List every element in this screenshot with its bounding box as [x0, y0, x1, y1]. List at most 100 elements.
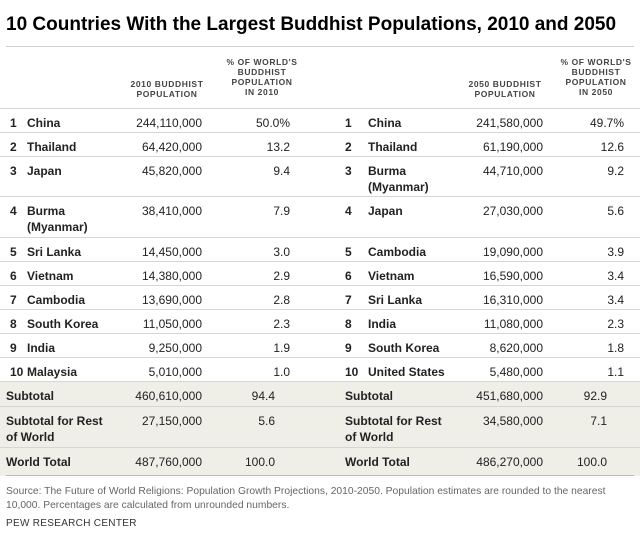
- country-2010-line: Burma: [27, 204, 66, 218]
- subtotal-population-2010: 487,760,000: [135, 455, 202, 469]
- country-2010: Cambodia: [27, 292, 85, 308]
- population-2010: 38,410,000: [141, 204, 202, 218]
- table-row: 7 Cambodia 13,690,000 2.8 7 Sri Lanka 16,310,0…: [0, 285, 640, 310]
- population-2050: 61,190,000: [482, 140, 543, 154]
- country-2010-line: (Myanmar): [27, 220, 88, 234]
- country-2050-line: Sri Lanka: [368, 293, 423, 307]
- header-line: BUDDHIST: [237, 67, 287, 77]
- subtotal-label-2050-line: of World: [345, 430, 394, 444]
- country-2010: Thailand: [27, 139, 76, 155]
- country-2050-line: Japan: [368, 204, 403, 218]
- subtotal-label-2050-line: Subtotal for Rest: [345, 414, 442, 428]
- share-2050: 12.6: [600, 140, 624, 154]
- country-2010: Sri Lanka: [27, 244, 81, 260]
- subtotal-label-2050-line: Subtotal: [345, 389, 393, 403]
- header-2010-share: % OF WORLD'S BUDDHIST POPULATION IN 2010: [222, 57, 302, 97]
- country-2050-line: Vietnam: [368, 269, 415, 283]
- country-2010-line: Japan: [27, 164, 62, 178]
- rank-2010: 1: [10, 116, 17, 130]
- country-2050: Burma (Myanmar): [368, 163, 429, 195]
- share-2050: 3.9: [607, 245, 624, 259]
- country-2050-line: United States: [368, 365, 445, 379]
- country-2010: India: [27, 340, 55, 356]
- subtotal-label-2010: Subtotal for Rest of World: [6, 413, 103, 445]
- subtotal-population-2010: 460,610,000: [135, 389, 202, 403]
- source-note: Source: The Future of World Religions: P…: [6, 486, 606, 511]
- population-2010: 14,380,000: [141, 269, 202, 283]
- subtotal-share-2010: 5.6: [258, 414, 275, 428]
- subtotal-population-2050: 451,680,000: [476, 389, 543, 403]
- rank-2050: 9: [345, 341, 352, 355]
- header-line: POPULATION: [474, 89, 536, 99]
- header-line: IN 2010: [245, 87, 279, 97]
- header-line: POPULATION: [136, 89, 198, 99]
- share-2010: 1.0: [273, 365, 290, 379]
- subtotal-row: Subtotal 460,610,000 94.4 Subtotal 451,680,0…: [0, 381, 640, 407]
- header-line: POPULATION: [565, 77, 627, 87]
- country-2010-line: Thailand: [27, 140, 77, 154]
- table-row: 4 Burma (Myanmar) 38,410,000 7.9 4 Japan 27,030…: [0, 196, 640, 238]
- subtotal-label-2010-line: Subtotal for Rest: [6, 414, 103, 428]
- country-2050-line: (Myanmar): [368, 180, 429, 194]
- subtotal-label-2010-line: World Total: [6, 455, 71, 469]
- share-2010: 3.0: [273, 245, 290, 259]
- rank-2010: 10: [10, 365, 24, 379]
- share-2050: 2.3: [607, 317, 624, 331]
- rank-2050: 1: [345, 116, 352, 130]
- rank-2050: 10: [345, 365, 359, 379]
- header-line: IN 2050: [579, 87, 613, 97]
- subtotal-population-2050: 486,270,000: [476, 455, 543, 469]
- population-2010: 14,450,000: [141, 245, 202, 259]
- country-2050-line: Thailand: [368, 140, 418, 154]
- country-2010: Burma (Myanmar): [27, 203, 88, 235]
- subtotal-population-2050: 34,580,000: [482, 414, 543, 428]
- share-2050: 3.4: [607, 269, 624, 283]
- country-2010-line: Cambodia: [27, 293, 86, 307]
- rank-2010: 6: [10, 269, 17, 283]
- table-row: 10 Malaysia 5,010,000 1.0 10 United States 5,4…: [0, 357, 640, 382]
- population-2050: 241,580,000: [476, 116, 543, 130]
- share-2010: 50.0%: [255, 116, 290, 130]
- share-2010: 9.4: [273, 164, 290, 178]
- country-2050-line: South Korea: [368, 341, 440, 355]
- header-2050-share: % OF WORLD'S BUDDHIST POPULATION IN 2050: [556, 57, 636, 97]
- table-bottom-rule: [6, 475, 634, 476]
- rank-2050: 5: [345, 245, 352, 259]
- rank-2010: 4: [10, 204, 17, 218]
- subtotal-label-2010: Subtotal: [6, 388, 54, 404]
- population-2050: 44,710,000: [482, 164, 543, 178]
- country-2050: Japan: [368, 203, 403, 219]
- rank-2010: 5: [10, 245, 17, 259]
- country-2050: China: [368, 115, 401, 131]
- header-2050-population: 2050 BUDDHIST POPULATION: [450, 79, 560, 99]
- population-2050: 19,090,000: [482, 245, 543, 259]
- population-2010: 13,690,000: [141, 293, 202, 307]
- page-title: 10 Countries With the Largest Buddhist P…: [6, 14, 617, 35]
- share-2010: 2.3: [273, 317, 290, 331]
- rank-2050: 4: [345, 204, 352, 218]
- country-2010: China: [27, 115, 60, 131]
- table-row: 9 India 9,250,000 1.9 9 South Korea 8,620,000 1…: [0, 333, 640, 358]
- table-row: 1 China 244,110,000 50.0% 1 China 241,580,000 4…: [0, 108, 640, 133]
- share-2050: 1.1: [607, 365, 624, 379]
- rank-2010: 2: [10, 140, 17, 154]
- country-2050-line: Burma: [368, 164, 407, 178]
- title-divider: [6, 46, 634, 47]
- header-2010-population: 2010 BUDDHIST POPULATION: [112, 79, 222, 99]
- rank-2050: 7: [345, 293, 352, 307]
- country-2010-line: China: [27, 116, 61, 130]
- subtotal-label-2010: World Total: [6, 454, 71, 470]
- country-2050: Cambodia: [368, 244, 426, 260]
- org-credit: PEW RESEARCH CENTER: [6, 518, 137, 529]
- subtotal-share-2010: 94.4: [251, 389, 275, 403]
- country-2010-line: Vietnam: [27, 269, 74, 283]
- population-2050: 8,620,000: [489, 341, 543, 355]
- share-2010: 1.9: [273, 341, 290, 355]
- share-2010: 13.2: [266, 140, 290, 154]
- subtotal-share-2010: 100.0: [244, 455, 275, 469]
- subtotal-label-2010-line: of World: [6, 430, 55, 444]
- rank-2050: 8: [345, 317, 352, 331]
- header-line: % OF WORLD'S: [226, 57, 298, 67]
- country-2050: South Korea: [368, 340, 439, 356]
- country-2050: United States: [368, 364, 445, 380]
